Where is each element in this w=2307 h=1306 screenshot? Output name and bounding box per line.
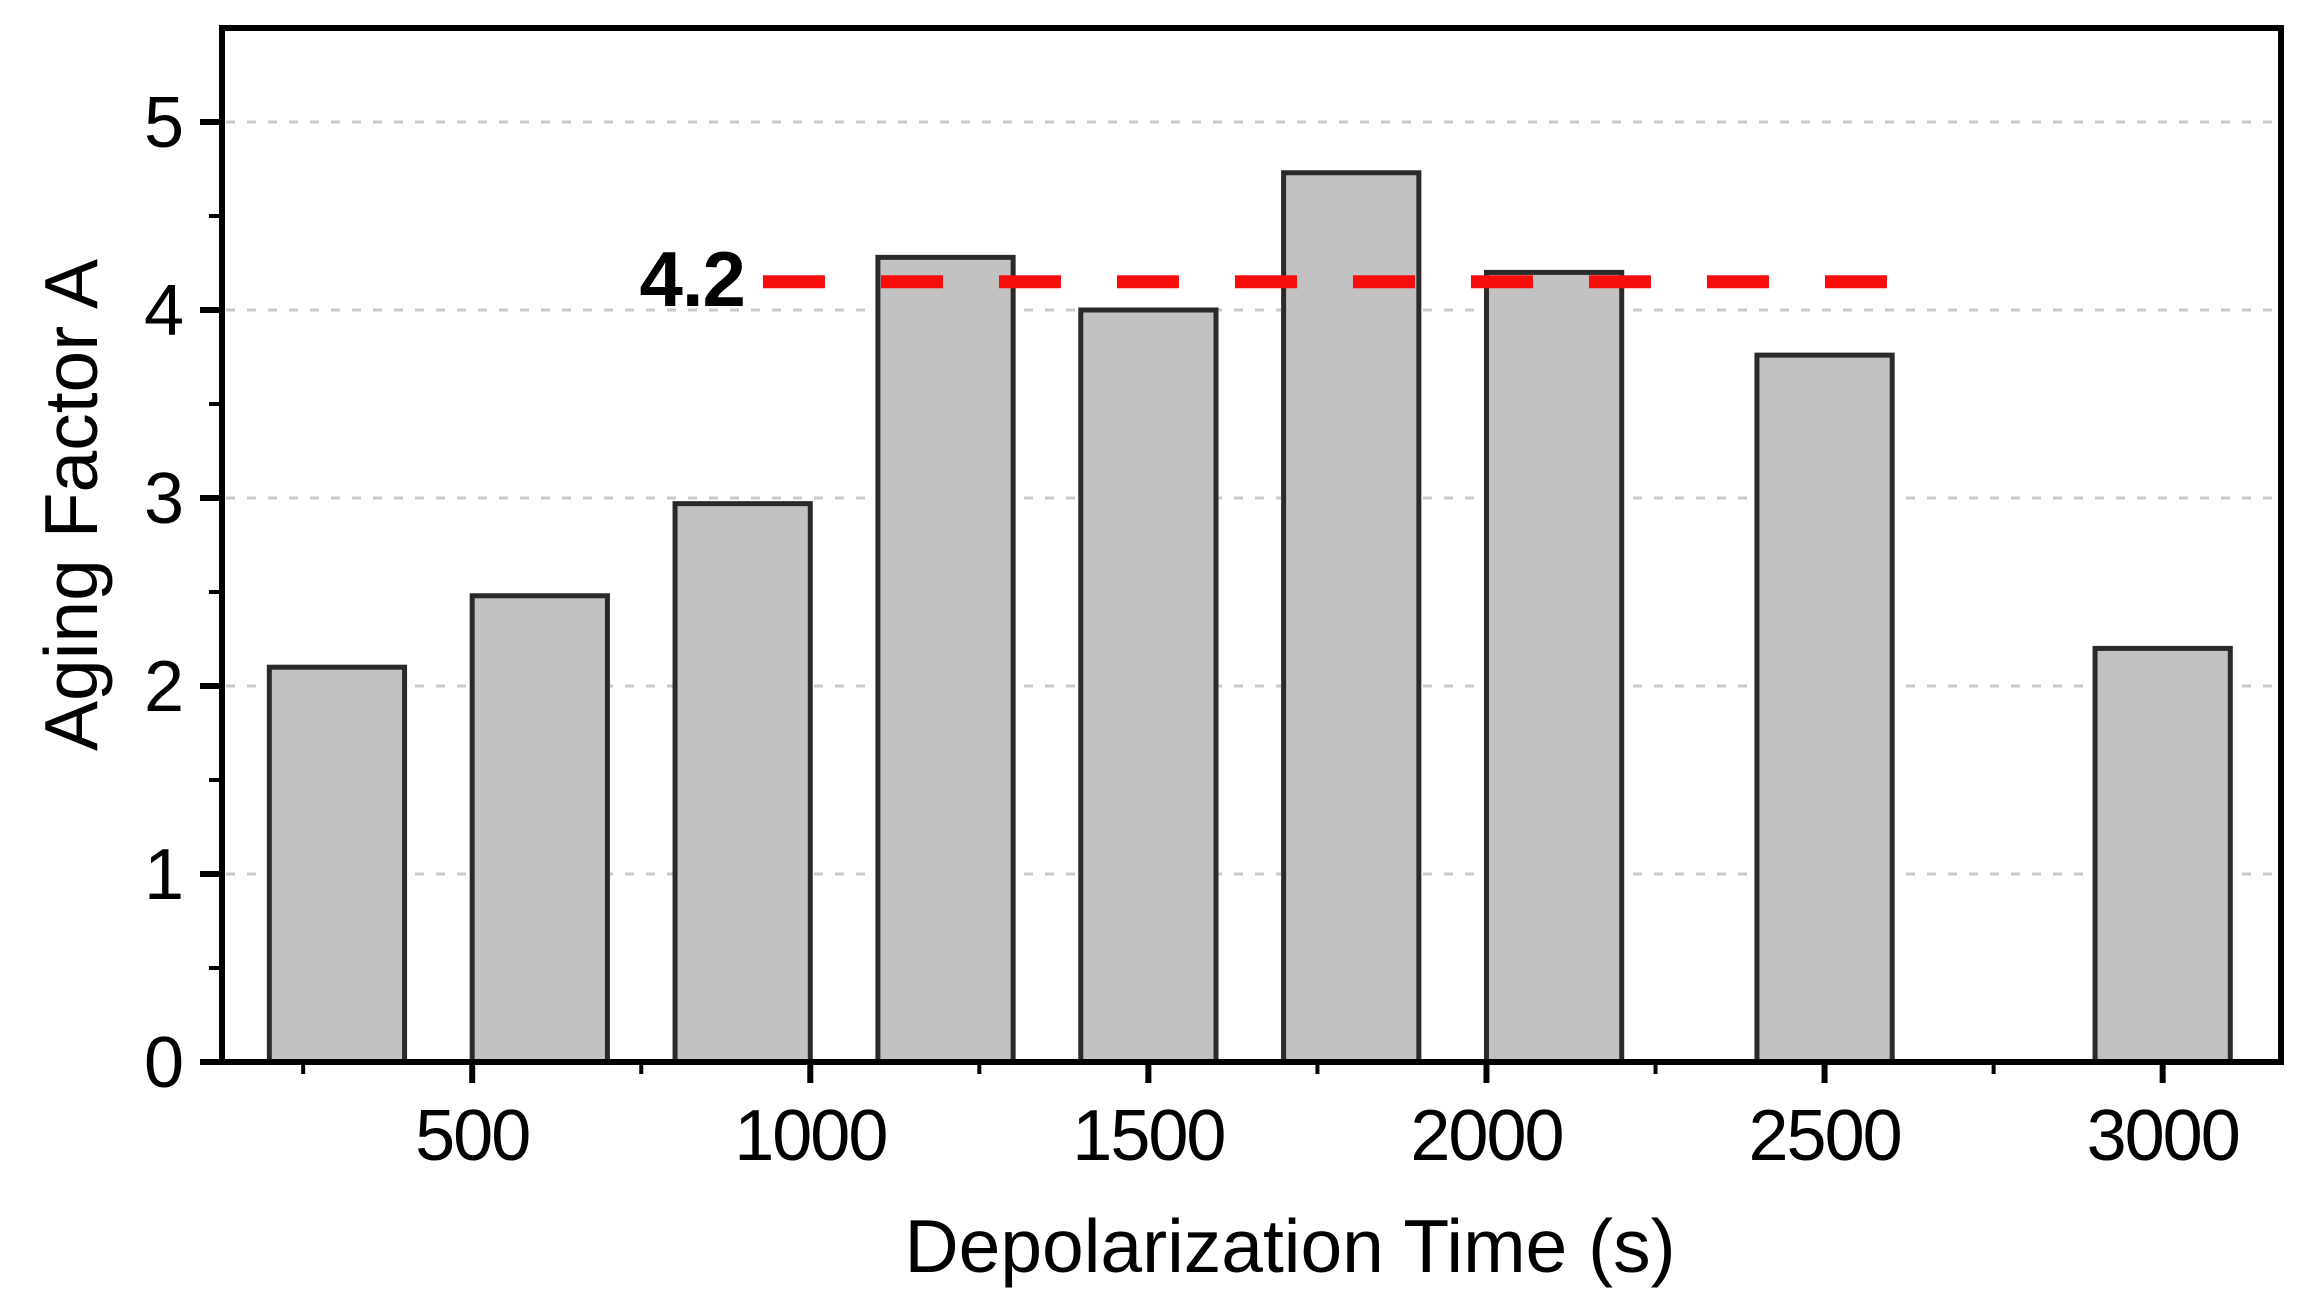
spines-layer (219, 25, 2284, 1065)
bar-300 (266, 664, 408, 1065)
y-axis-title: Aging Factor A (29, 259, 113, 751)
bar-3000 (2092, 645, 2233, 1065)
x-tick-label: 2000 (1410, 1096, 1562, 1176)
tick-labels-layer: 0 1 2 3 4 5 500 1000 1500 2000 2500 3000 (144, 83, 2241, 1176)
bars-layer (266, 170, 2233, 1065)
y-tick-label: 1 (144, 835, 182, 915)
y-tick-label: 2 (144, 647, 182, 727)
y-tick-label: 5 (144, 83, 182, 163)
x-tick-label: 1500 (1072, 1096, 1224, 1176)
y-tick-label: 4 (144, 271, 182, 351)
y-tick-label: 3 (144, 459, 182, 539)
bar-1800 (1281, 170, 1422, 1065)
x-tick-label: 500 (415, 1096, 529, 1176)
x-axis-title: Depolarization Time (s) (904, 1204, 1675, 1288)
x-tick-label: 3000 (2087, 1096, 2239, 1176)
bar-600 (469, 593, 610, 1065)
x-tick-label: 2500 (1748, 1096, 1900, 1176)
bar-2100 (1483, 269, 1625, 1065)
threshold-label: 4.2 (640, 235, 745, 323)
bar-1200 (875, 254, 1016, 1065)
x-tick-label: 1000 (734, 1096, 886, 1176)
bar-900 (672, 501, 813, 1065)
bar-1500 (1078, 307, 1219, 1065)
axes-box (219, 25, 2284, 1065)
y-tick-label: 0 (144, 1023, 182, 1103)
bar-2500 (1754, 352, 1895, 1065)
ticks-layer (200, 119, 2166, 1083)
